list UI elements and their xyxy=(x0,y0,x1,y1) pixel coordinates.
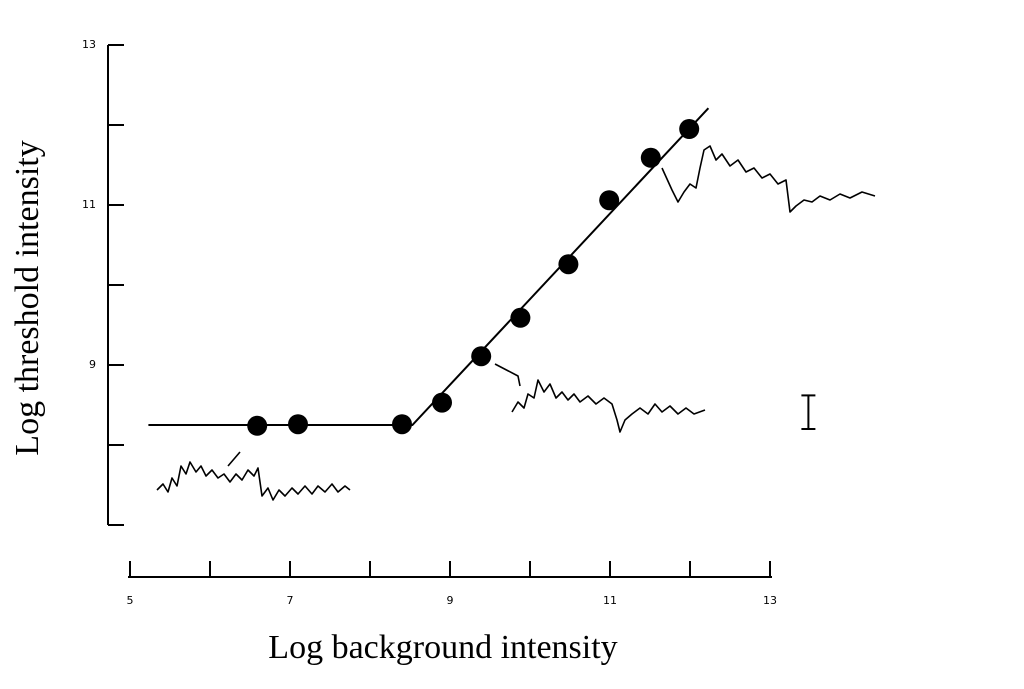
y-tick-label: 9 xyxy=(89,358,96,371)
y-axis-label: Log threshold intensity xyxy=(9,140,46,455)
fit-line xyxy=(148,107,710,426)
data-point xyxy=(247,415,268,436)
data-point xyxy=(599,190,620,211)
data-point xyxy=(471,346,492,367)
y-tick-label: 11 xyxy=(82,198,96,211)
data-point xyxy=(392,414,412,435)
x-tick-label: 9 xyxy=(447,594,454,607)
data-point xyxy=(640,147,661,168)
data-point xyxy=(510,307,531,328)
y-tick-label: 13 xyxy=(82,38,96,51)
data-point xyxy=(679,119,700,139)
data-point xyxy=(558,254,579,275)
recording-traces xyxy=(156,145,876,501)
data-point xyxy=(288,414,308,435)
x-tick-label: 7 xyxy=(287,594,294,607)
x-tick-label: 11 xyxy=(603,594,617,607)
x-tick-label: 5 xyxy=(127,594,134,607)
data-point xyxy=(432,392,452,413)
x-tick-label: 13 xyxy=(763,594,777,607)
x-axis-label: Log background intensity xyxy=(268,629,617,666)
